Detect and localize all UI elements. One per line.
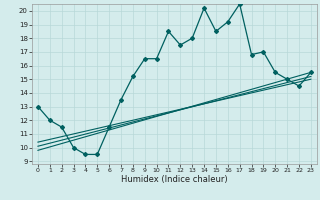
X-axis label: Humidex (Indice chaleur): Humidex (Indice chaleur): [121, 175, 228, 184]
